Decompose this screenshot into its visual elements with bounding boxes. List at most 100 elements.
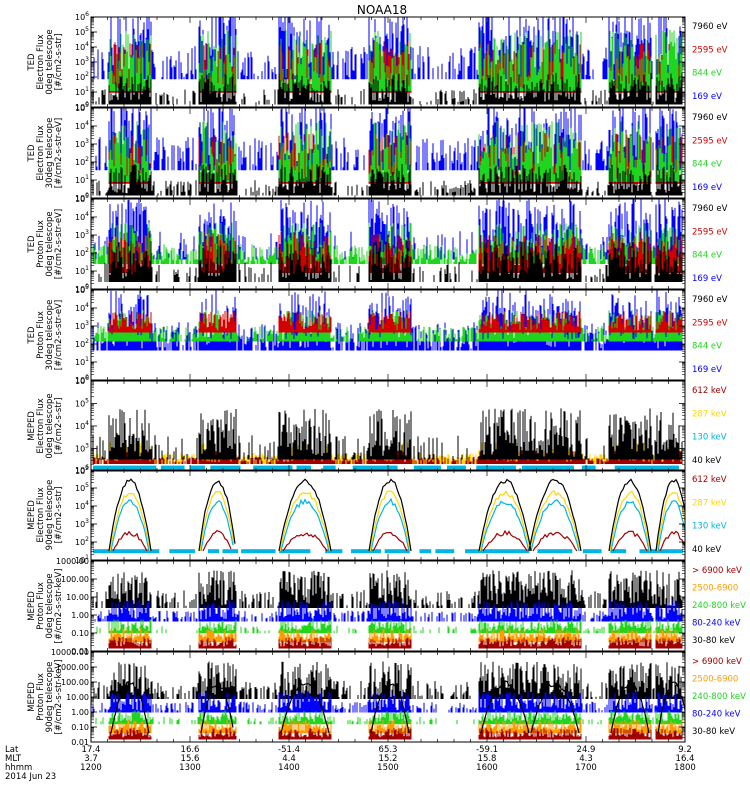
panel-4: 100 101 102 103 104 105 TED Proton Flux 30deg te… <box>27 284 728 385</box>
panel-traces <box>93 478 685 554</box>
legend-entry: 80-240 keV <box>692 710 741 720</box>
y-axis-label: MEPED <box>27 591 37 621</box>
y-tick-label: 1.00 <box>71 611 89 620</box>
y-axis-label: Electron Flux <box>36 34 46 89</box>
y-axis-label: [#/cm2-s-str] <box>54 34 64 91</box>
y-tick-label: 105 <box>75 284 89 295</box>
y-tick-label: 100 <box>75 192 89 203</box>
y-tick-label: 106 <box>75 11 89 22</box>
legend-entry: 612 keV <box>692 475 727 485</box>
y-tick-label: 100 <box>75 101 89 112</box>
y-axis-label: MEPED <box>27 682 37 712</box>
panel-frame <box>90 469 686 561</box>
legend-entry: 169 eV <box>692 183 722 193</box>
panel-traces <box>92 661 685 740</box>
legend-entry: 240-800 keV <box>692 601 746 611</box>
y-tick-label: 100.00 <box>61 678 89 687</box>
x-tick-hhmm: 1300 <box>179 763 201 773</box>
y-tick-label: 102 <box>75 536 89 547</box>
x-tick-mlt: 3.7 <box>84 754 98 764</box>
y-tick-label: 102 <box>75 465 89 476</box>
y-axis-label: 0deg telescope <box>45 29 55 94</box>
y-tick-label: 105 <box>75 482 89 493</box>
y-axis-label: [#/cm2-s-str] <box>54 398 64 455</box>
y-axis-label: Electron Flux <box>36 398 46 453</box>
panel-7: 0.01 0.10 1.00 10.00 100.00 1000.00 MEPED Proto… <box>27 557 746 656</box>
y-tick-label: 104 <box>75 41 89 52</box>
legend-entry: 130 keV <box>692 522 727 532</box>
y-axis-label: [#/cm2-s-str-eV] <box>54 300 64 370</box>
y-axis-label: 90deg telescope <box>45 480 55 551</box>
y-tick-label: 10.00 <box>66 593 89 602</box>
y-tick-label: 101 <box>75 86 89 97</box>
y-axis-label: 90deg telescope <box>45 662 55 733</box>
legend-entry: 7960 eV <box>692 113 728 123</box>
x-tick-hhmm: 1200 <box>80 763 102 773</box>
y-axis-label: 30deg telescope <box>45 300 55 371</box>
y-tick-label: 104 <box>75 420 89 431</box>
figure-title: NOAA18 <box>357 3 407 17</box>
legend-entry: 2500-6900 <box>692 584 738 594</box>
y-axis-label: [#/cm2-s-str-eV] <box>54 209 64 279</box>
legend-entry: 287 keV <box>692 409 727 419</box>
y-tick-label: 0.10 <box>71 629 89 638</box>
y-tick-label: 104 <box>75 120 89 131</box>
y-tick-label: 105 <box>75 398 89 409</box>
x-axis-row-label: hhmm <box>5 763 32 773</box>
legend-entry: 844 eV <box>692 160 722 170</box>
legend-entry: 2595 eV <box>692 136 728 146</box>
y-tick-label: 103 <box>75 443 89 454</box>
y-axis-label: Proton Flux <box>36 673 46 721</box>
y-tick-label: 101 <box>75 554 89 565</box>
x-tick-hhmm: 1500 <box>377 763 399 773</box>
panel-traces <box>92 408 683 470</box>
y-tick-label: 103 <box>75 320 89 331</box>
y-tick-label: 1000.00 <box>56 557 89 566</box>
y-axis-label: MEPED <box>27 500 37 530</box>
y-axis-label: 0deg telescope <box>45 211 55 276</box>
x-tick-mlt: 4.3 <box>579 754 593 764</box>
y-axis-label: Proton Flux <box>36 582 46 630</box>
y-tick-label: 104 <box>75 302 89 313</box>
panel-traces <box>92 199 683 282</box>
y-tick-label: 100 <box>75 374 89 385</box>
y-tick-label: 104 <box>75 211 89 222</box>
x-axis-row-label: Lat <box>5 745 19 755</box>
y-axis-label: TED <box>27 326 37 345</box>
x-tick-mlt: 15.6 <box>181 754 200 764</box>
y-tick-label: 105 <box>75 26 89 37</box>
panel-traces <box>92 570 683 649</box>
x-tick-mlt: 15.2 <box>379 754 398 764</box>
panel-traces <box>92 108 683 196</box>
legend-entry: 240-800 keV <box>692 692 746 702</box>
legend-entry: 169 eV <box>692 92 722 102</box>
legend-entry: 40 keV <box>692 545 721 555</box>
y-axis-label: [#/cm2-s-str-keV] <box>54 660 64 735</box>
x-axis-row-label: 2014 Jun 23 <box>5 772 56 782</box>
legend-entry: 80-240 keV <box>692 619 741 629</box>
y-tick-label: 0.01 <box>71 647 89 656</box>
legend-entry: 169 eV <box>692 365 722 375</box>
legend-entry: 7960 eV <box>692 22 728 32</box>
legend-entry: 30-80 keV <box>692 636 735 646</box>
legend-entry: 30-80 keV <box>692 727 735 737</box>
x-tick-lat: 17.4 <box>82 745 101 755</box>
y-tick-label: 102 <box>75 338 89 349</box>
legend-entry: 169 eV <box>692 274 722 284</box>
y-tick-label: 105 <box>75 102 89 113</box>
legend-entry: > 6900 keV <box>692 657 742 667</box>
x-tick-lat: 9.2 <box>678 745 692 755</box>
panel-5: 102 103 104 105 106 MEPED Electron Flux 0deg te… <box>27 375 727 476</box>
x-tick-hhmm: 1600 <box>476 763 498 773</box>
y-axis-label: 0deg telescope <box>45 573 55 638</box>
legend-entry: 2595 eV <box>692 227 728 237</box>
y-axis-label: [#/cm2-s-str] <box>54 487 64 544</box>
y-axis-label: Electron Flux <box>36 487 46 542</box>
x-tick-lat: 24.9 <box>577 745 596 755</box>
legend-entry: > 6900 keV <box>692 566 742 576</box>
y-tick-label: 106 <box>75 464 89 475</box>
legend-entry: 2500-6900 <box>692 675 738 685</box>
